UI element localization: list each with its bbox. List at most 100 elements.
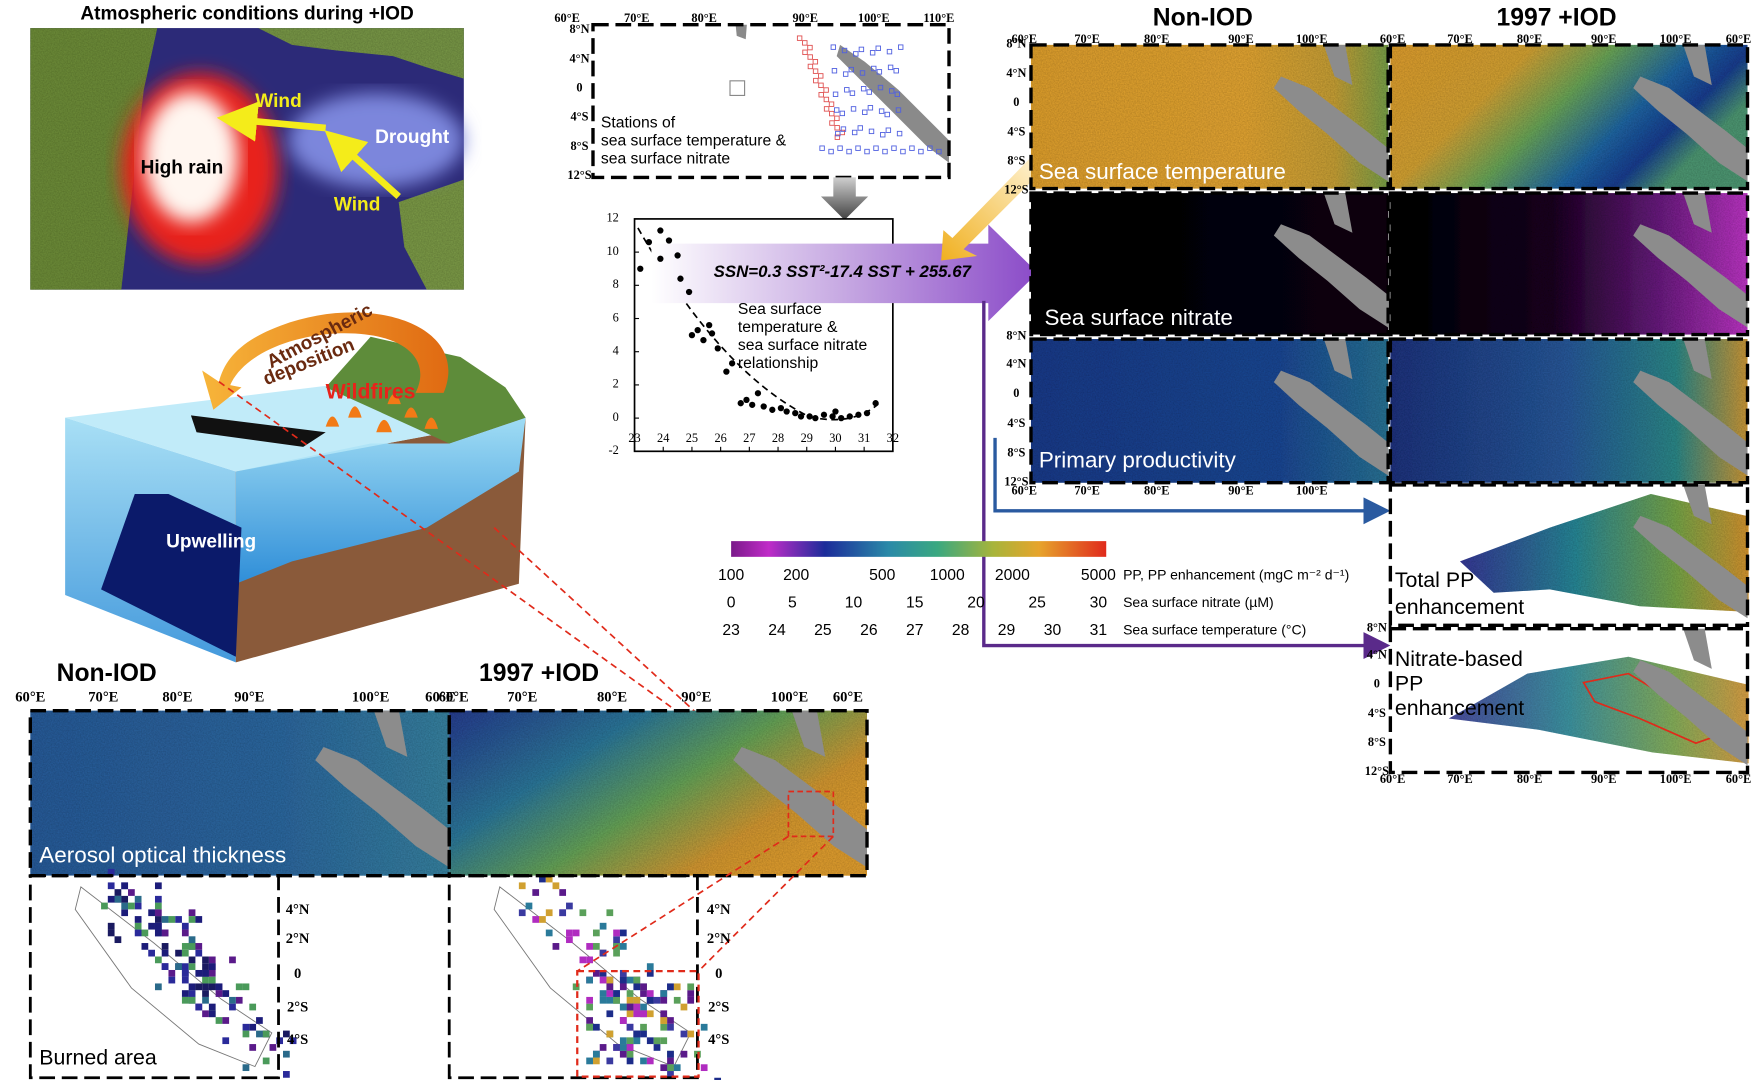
- label: 100°E: [858, 11, 890, 25]
- colorbar-tick: 2000: [995, 567, 1030, 584]
- station: [834, 134, 841, 140]
- pixel: [283, 1071, 290, 1078]
- pixel: [114, 936, 122, 944]
- label: 12°S: [1004, 475, 1028, 489]
- station: [909, 145, 915, 151]
- land: [1633, 370, 1748, 476]
- pixel: [687, 983, 695, 991]
- pixel: [673, 1064, 681, 1072]
- pixel: [660, 990, 668, 997]
- pixel: [161, 929, 169, 937]
- point: [754, 390, 762, 397]
- pixel: [208, 1010, 216, 1018]
- point: [657, 255, 664, 262]
- pixel: [161, 949, 169, 957]
- label: 90°E: [234, 690, 264, 706]
- pixel: [208, 983, 216, 991]
- station: [858, 46, 865, 53]
- land: [1683, 628, 1712, 669]
- pixel: [606, 909, 614, 917]
- point: [792, 409, 799, 417]
- point: [645, 239, 653, 246]
- point: [863, 409, 871, 417]
- point: [706, 322, 713, 329]
- point: [685, 288, 693, 296]
- label: 4°N: [1367, 647, 1387, 661]
- pixel: [599, 990, 607, 997]
- pixel: [154, 922, 162, 930]
- pixel: [667, 1050, 674, 1058]
- pixel: [518, 882, 526, 890]
- pixel: [646, 969, 654, 977]
- label: 0: [576, 81, 582, 95]
- pixel: [208, 969, 216, 977]
- station: [868, 128, 875, 135]
- station: [860, 85, 867, 92]
- pixel: [633, 1030, 641, 1038]
- station: [813, 77, 819, 84]
- colorbar-tick: 28: [952, 622, 970, 639]
- pixel: [613, 1044, 620, 1051]
- label: Total PP: [1395, 568, 1474, 592]
- pixel: [653, 1037, 661, 1045]
- station: [875, 45, 881, 51]
- label: 8°S: [1368, 735, 1386, 749]
- pixel: [107, 929, 115, 937]
- land: [1683, 193, 1712, 233]
- arrow: [190, 415, 326, 447]
- station: [889, 88, 895, 94]
- pixel: [572, 929, 580, 937]
- station: [850, 106, 857, 112]
- ocean-side: [235, 417, 526, 584]
- pixel: [141, 943, 149, 950]
- land: [1633, 224, 1748, 328]
- point: [832, 408, 839, 415]
- pixel: [667, 1064, 674, 1072]
- label: 70°E: [88, 690, 118, 706]
- connector: [982, 300, 1391, 660]
- pixel: [599, 976, 607, 984]
- pixel: [134, 922, 142, 930]
- station: [895, 107, 902, 113]
- pixel: [680, 1050, 688, 1058]
- pixel: [626, 1050, 634, 1058]
- pixel: [154, 983, 162, 991]
- point: [812, 414, 819, 422]
- label: sea surface nitrate: [601, 151, 731, 168]
- station: [884, 111, 890, 118]
- pixel: [208, 956, 216, 964]
- pixel: [619, 1044, 627, 1051]
- station: [844, 87, 850, 93]
- pixel: [667, 983, 674, 991]
- pixel: [700, 1023, 708, 1031]
- station: [873, 145, 879, 151]
- pixel: [107, 868, 115, 876]
- label: 100°E: [352, 690, 389, 706]
- pixel: [640, 1023, 647, 1031]
- land: [1633, 660, 1748, 766]
- label: 8°S: [1007, 153, 1025, 167]
- pixel: [289, 1037, 297, 1045]
- label: Wind: [334, 194, 380, 215]
- schematic: [65, 312, 832, 838]
- colorbar-tick: 25: [814, 622, 832, 639]
- label: 60°E: [833, 690, 863, 706]
- label: 8°N: [569, 22, 589, 36]
- label: 90°E: [1591, 772, 1617, 786]
- label: 80°E: [691, 11, 717, 25]
- colorbar-tick: 30: [1044, 622, 1062, 639]
- land: [791, 710, 826, 757]
- label: 4°N: [1006, 66, 1026, 80]
- pixel: [148, 909, 155, 917]
- pixel: [188, 943, 196, 950]
- pixel: [619, 1050, 627, 1058]
- station: [871, 65, 877, 72]
- pixel: [148, 949, 155, 957]
- atmosphere-panel: [30, 28, 464, 290]
- pixel: [646, 1010, 654, 1018]
- station: [878, 108, 885, 114]
- land: [1633, 76, 1748, 182]
- y-tick-label: 8: [613, 277, 619, 291]
- pixel: [539, 916, 546, 923]
